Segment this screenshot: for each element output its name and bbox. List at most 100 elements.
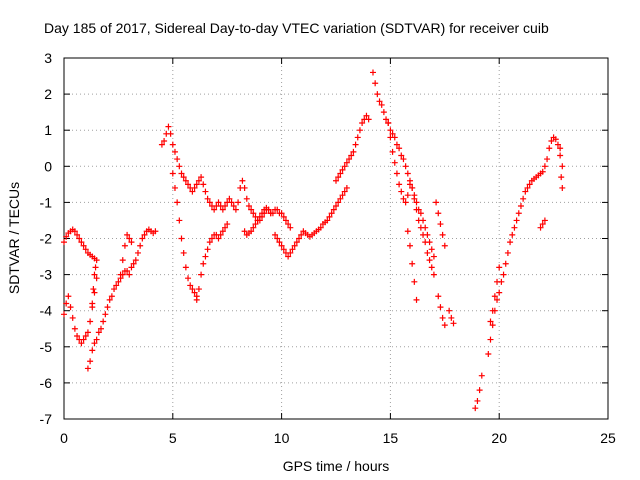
data-point: [513, 217, 520, 224]
data-point: [93, 275, 100, 282]
x-tick-label: 25: [600, 430, 616, 446]
series-seg1: [61, 275, 100, 347]
data-point: [346, 156, 353, 163]
data-point: [341, 188, 348, 195]
data-point: [402, 199, 409, 206]
y-axis-label: SDTVAR / TECUs: [6, 182, 22, 294]
data-point: [413, 206, 420, 213]
data-point: [180, 249, 187, 256]
data-point: [124, 267, 131, 274]
data-point: [369, 69, 376, 76]
data-point: [287, 249, 294, 256]
data-point: [180, 174, 187, 181]
data-point: [372, 80, 379, 87]
data-point: [348, 152, 355, 159]
data-point: [422, 239, 429, 246]
data-point: [171, 148, 178, 155]
data-point: [333, 203, 339, 210]
series-seg16: [446, 307, 457, 327]
data-point: [191, 289, 198, 296]
data-point: [193, 181, 200, 188]
data-point: [230, 203, 237, 210]
data-point: [389, 148, 396, 155]
data-point: [82, 332, 89, 339]
data-point: [435, 210, 442, 217]
data-point: [378, 101, 385, 108]
data-point: [248, 206, 255, 213]
data-point: [341, 163, 348, 170]
x-tick-label: 0: [60, 430, 68, 446]
data-point: [539, 221, 546, 228]
data-point: [343, 159, 350, 166]
data-point: [352, 141, 359, 148]
data-point: [448, 314, 455, 321]
data-point: [356, 127, 363, 134]
data-point: [406, 181, 413, 188]
series-seg11: [333, 112, 372, 184]
data-point: [78, 340, 85, 347]
data-point: [548, 138, 555, 145]
data-point: [189, 188, 196, 195]
data-point: [265, 206, 272, 213]
data-point: [494, 296, 501, 303]
data-point: [121, 242, 128, 249]
data-point: [256, 213, 263, 220]
data-point: [91, 340, 98, 347]
data-point: [491, 293, 498, 300]
data-point: [202, 253, 209, 260]
series-seg7: [169, 170, 200, 300]
data-point: [552, 136, 559, 143]
data-point: [485, 351, 492, 358]
data-point: [152, 228, 159, 235]
data-point: [82, 246, 89, 253]
data-point: [339, 192, 346, 199]
data-points: [61, 69, 566, 412]
data-point: [176, 217, 183, 224]
data-point: [128, 264, 135, 271]
data-point: [359, 119, 366, 126]
series-seg5: [89, 257, 100, 307]
data-point: [559, 163, 566, 170]
data-point: [430, 253, 437, 260]
data-point: [400, 156, 407, 163]
data-point: [522, 188, 529, 195]
series-seg21: [557, 145, 566, 191]
data-point: [226, 195, 233, 202]
data-point: [111, 286, 118, 293]
y-tick-label: -3: [40, 267, 53, 283]
data-point: [206, 199, 213, 206]
data-point: [330, 206, 337, 213]
data-point: [339, 166, 346, 173]
data-point: [100, 318, 107, 325]
data-point: [219, 228, 226, 235]
data-point: [204, 195, 211, 202]
y-tick-label: -1: [40, 194, 53, 210]
data-point: [195, 286, 202, 293]
axis-ticks: 0 5 10 15 20 25 -7 -6 -5 -4 -3 -2 -1 0 1 2 3: [40, 50, 616, 446]
data-point: [413, 296, 420, 303]
x-tick-label: 10: [274, 430, 290, 446]
data-point: [243, 195, 250, 202]
data-point: [406, 242, 413, 249]
data-point: [228, 199, 235, 206]
x-tick-label: 5: [169, 430, 177, 446]
data-point: [409, 184, 416, 191]
data-point: [250, 210, 257, 217]
data-point: [507, 239, 514, 246]
data-point: [496, 289, 503, 296]
data-point: [415, 217, 422, 224]
data-point: [61, 311, 67, 318]
data-point: [87, 318, 94, 325]
data-point: [137, 242, 144, 249]
data-point: [317, 224, 324, 231]
data-point: [541, 163, 548, 170]
data-point: [393, 141, 400, 148]
data-point: [404, 192, 411, 199]
data-point: [409, 260, 416, 267]
series-seg13: [385, 119, 437, 278]
data-point: [404, 170, 411, 177]
data-point: [489, 307, 496, 314]
y-tick-label: 1: [44, 122, 52, 138]
data-point: [520, 195, 527, 202]
y-tick-label: 0: [44, 158, 52, 174]
